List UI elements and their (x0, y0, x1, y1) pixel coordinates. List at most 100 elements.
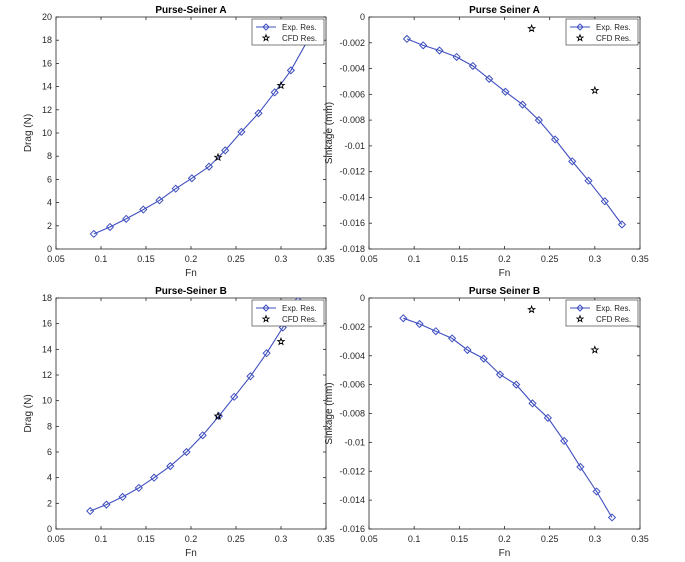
data-point-marker (278, 323, 287, 332)
x-tick-label: 0.1 (95, 254, 108, 264)
x-tick-label: 0.05 (47, 534, 65, 544)
x-tick-label: 0.2 (498, 254, 511, 264)
y-tick-label: -0.004 (339, 351, 365, 361)
chart-panel-4: 0.05 0.1 0.15 0.2 0.25 0.3 0.35 0 -0.002 -0.004 -0… (324, 286, 649, 559)
data-point-marker (198, 431, 207, 440)
x-tick-label: 0.35 (317, 534, 335, 544)
x-tick-label: 0.25 (227, 254, 245, 264)
data-point-marker (204, 162, 214, 171)
data-point-marker (447, 334, 457, 343)
data-point-marker (122, 214, 131, 223)
data-point-marker (134, 483, 143, 493)
legend-label: CFD Res. (596, 315, 631, 324)
data-point-marker (576, 462, 585, 472)
data-point-marker (463, 345, 472, 355)
y-tick-label: -0.008 (339, 409, 365, 419)
y-tick-label: -0.004 (339, 64, 365, 74)
x-tick-label: 0.05 (47, 254, 65, 264)
data-point-marker (435, 46, 444, 55)
y-tick-label: -0.008 (339, 115, 365, 125)
x-tick-label: 0.3 (275, 254, 288, 264)
plot-area (368, 297, 641, 530)
chart-title: Purse Seiner A (469, 5, 540, 16)
plot-data (399, 304, 617, 522)
x-tick-label: 0.3 (589, 534, 602, 544)
x-tick-label: 0.2 (185, 534, 198, 544)
y-tick-label: -0.016 (339, 218, 365, 228)
data-point-marker (550, 135, 560, 144)
y-tick-label: -0.006 (339, 89, 365, 99)
plot-data (402, 23, 627, 229)
data-point-marker (419, 41, 428, 50)
y-tick-label: -0.002 (339, 38, 365, 48)
y-tick-label: -0.002 (339, 322, 365, 332)
x-tick-label: 0.35 (317, 254, 335, 264)
x-tick-label: 0.05 (360, 254, 378, 264)
legend: Exp. Res. CFD Res. (251, 299, 325, 327)
legend: Exp. Res. CFD Res. (251, 18, 325, 46)
chart-panel-2: 0.05 0.1 0.15 0.2 0.25 0.3 0.35 0 -0.002 -0.004 -0… (324, 5, 649, 279)
chart-title: Purse-Seiner B (155, 286, 227, 297)
x-tick-label: 0.05 (360, 534, 378, 544)
x-tick-label: 0.1 (408, 254, 421, 264)
legend-label: Exp. Res. (596, 23, 631, 32)
legend-label: Exp. Res. (282, 23, 317, 32)
y-tick-label: -0.018 (339, 244, 365, 254)
y-tick-label: 20 (42, 12, 52, 22)
data-point-marker (187, 174, 197, 183)
data-point-marker (560, 436, 569, 446)
y-tick-label: 14 (42, 82, 52, 92)
data-point-marker (246, 372, 255, 381)
y-tick-label: 16 (42, 58, 52, 68)
x-tick-label: 0.3 (589, 254, 602, 264)
series-line (89, 300, 299, 512)
legend-star-marker (575, 314, 585, 323)
legend-diamond-marker (576, 23, 584, 31)
data-point-marker (262, 349, 271, 358)
y-tick-label: 0 (47, 524, 52, 534)
data-point-marker (155, 196, 164, 205)
cfd-point-marker (527, 23, 537, 33)
x-axis-label: Fn (185, 548, 197, 557)
data-point-marker (501, 87, 510, 96)
x-tick-label: 0.2 (498, 534, 511, 544)
chart-panel-1: 0.05 0.1 0.15 0.2 0.25 0.3 0.35 0 2 4 6 8 10 12 14 16 18… (23, 5, 335, 279)
cfd-point-marker (590, 345, 600, 354)
data-point-marker (528, 399, 537, 408)
x-tick-label: 0.2 (185, 254, 198, 264)
x-tick-label: 0.25 (227, 534, 245, 544)
data-point-marker (139, 205, 148, 214)
data-point-marker (617, 220, 627, 229)
x-tick-label: 0.35 (631, 534, 649, 544)
plot-area (55, 16, 327, 250)
data-point-marker (468, 61, 477, 71)
x-axis-label: Fn (185, 268, 197, 279)
legend-label: Exp. Res. (596, 304, 631, 313)
y-tick-label: 2 (47, 221, 52, 231)
y-tick-label: -0.012 (339, 466, 365, 476)
legend-star-marker (261, 33, 271, 42)
series-line (93, 41, 308, 235)
y-axis-label: Sinkage (mm) (324, 102, 335, 164)
data-point-marker (495, 370, 505, 379)
data-point-marker (221, 146, 230, 155)
plot-data (86, 298, 303, 516)
data-point-marker (182, 447, 191, 457)
y-tick-label: 4 (47, 473, 52, 483)
y-tick-label: 18 (42, 35, 52, 45)
y-tick-label: 8 (47, 421, 52, 431)
y-tick-label: 10 (42, 128, 52, 138)
legend-diamond-marker (576, 304, 584, 312)
legend-label: CFD Res. (596, 34, 631, 43)
y-tick-label: 6 (47, 447, 52, 457)
data-point-marker (512, 380, 521, 389)
x-axis-label: Fn (499, 548, 511, 557)
x-tick-label: 0.3 (275, 534, 288, 544)
data-point-marker (230, 392, 239, 401)
cfd-point-marker (527, 304, 537, 314)
legend-diamond-marker (262, 23, 270, 31)
y-tick-label: 4 (47, 198, 52, 208)
cfd-point-marker (213, 152, 223, 162)
chart-title: Purse-Seiner A (155, 5, 226, 16)
data-point-marker (431, 327, 440, 336)
